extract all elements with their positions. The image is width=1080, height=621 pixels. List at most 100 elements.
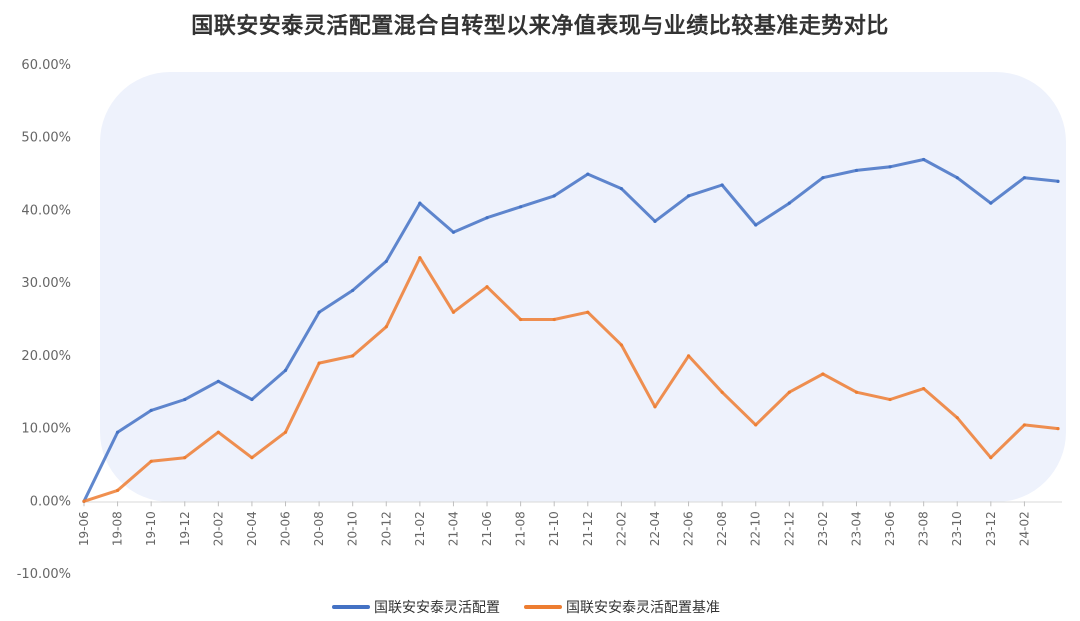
series-1-point (653, 405, 657, 409)
series-0-point (955, 176, 959, 180)
series-0-point (922, 157, 926, 162)
x-tick-label: 19-08 (111, 511, 125, 546)
series-1-point (519, 317, 523, 322)
series-0-point (418, 201, 422, 205)
series-0-point (1022, 176, 1027, 180)
series-1-point (283, 430, 288, 434)
series-0-point (754, 223, 758, 227)
y-tick-label: 40.00% (21, 203, 71, 218)
x-tick-label: 23-06 (883, 511, 897, 546)
series-0-point (183, 397, 187, 402)
x-tick-label: 20-12 (379, 511, 393, 546)
series-0-point (250, 397, 254, 402)
legend-label-1: 国联安安泰灵活配置基准 (566, 599, 720, 616)
series-1-point (351, 354, 355, 358)
y-tick-label: 20.00% (21, 349, 71, 364)
series-1-point (1022, 423, 1027, 427)
x-tick-label: 20-04 (245, 511, 259, 546)
series-0-point (485, 216, 489, 220)
series-1-point (82, 499, 86, 503)
plot-background (100, 72, 1066, 502)
y-axis: 60.00% 50.00% 40.00% 30.00% 20.00% 10.00% 0.00… (17, 58, 71, 582)
series-group (82, 157, 1060, 503)
y-tick-label: 10.00% (21, 422, 71, 437)
x-tick-label: 21-08 (514, 511, 528, 546)
series-1-point (989, 456, 993, 460)
series-0-point (451, 230, 456, 234)
x-tick-label: 20-10 (346, 511, 360, 546)
series-1-point (149, 459, 153, 463)
x-axis: 19-06 19-08 19-10 19-12 20-02 20-04 20-06 20-08… (77, 501, 1031, 546)
x-tick-label: 21-10 (547, 511, 561, 546)
x-tick-label: 24-02 (1017, 511, 1031, 546)
series-0-point (653, 219, 657, 223)
series-0-point (821, 176, 825, 180)
series-1-point (250, 456, 254, 460)
series-0-point (552, 194, 556, 198)
series-0-point (1056, 179, 1060, 183)
x-tick-label: 19-12 (178, 511, 192, 546)
x-tick-label: 22-08 (715, 511, 729, 546)
series-0-point (519, 205, 523, 209)
series-0-point (317, 310, 321, 314)
x-tick-label: 23-02 (816, 511, 830, 546)
series-line-1 (82, 256, 1060, 503)
x-tick-label: 21-04 (446, 511, 460, 546)
x-tick-label: 22-02 (614, 511, 628, 546)
x-tick-label: 23-08 (917, 511, 931, 546)
series-1-point (317, 361, 321, 365)
x-tick-label: 20-08 (312, 511, 326, 546)
series-1-point (854, 390, 859, 394)
series-1-point (922, 386, 926, 391)
series-1-point (552, 317, 556, 322)
series-0-point (115, 430, 120, 434)
series-1-point (686, 354, 691, 358)
series-line-0 (82, 158, 1060, 503)
series-0-point (149, 408, 153, 412)
x-tick-label: 19-06 (77, 511, 91, 546)
series-1-point (787, 390, 791, 394)
series-1-point (418, 256, 422, 260)
series-0-point (619, 187, 623, 191)
series-0-point (888, 165, 892, 169)
series-0-point (787, 201, 791, 205)
y-tick-label: -10.00% (17, 567, 71, 582)
series-1-point (1056, 426, 1060, 431)
legend-label-0: 国联安安泰灵活配置 (374, 600, 500, 616)
x-tick-label: 23-12 (984, 511, 998, 546)
series-1-point (619, 343, 623, 347)
y-tick-label: 0.00% (30, 494, 71, 509)
series-1-point (183, 456, 187, 460)
series-1-point (451, 310, 456, 314)
y-tick-label: 50.00% (21, 131, 71, 146)
series-0-point (989, 201, 993, 205)
x-tick-label: 20-02 (211, 511, 225, 546)
x-tick-label: 22-10 (749, 511, 763, 546)
series-0-point (283, 368, 288, 372)
x-tick-label: 22-06 (682, 511, 696, 546)
legend: 国联安安泰灵活配置 国联安安泰灵活配置基准 (332, 599, 720, 616)
x-tick-label: 19-10 (144, 511, 158, 546)
series-0-point (586, 172, 590, 176)
x-tick-label: 23-04 (849, 511, 863, 546)
series-1-point (586, 310, 590, 314)
series-1-point (888, 397, 892, 402)
x-tick-label: 20-06 (279, 511, 293, 546)
series-1-point (216, 430, 220, 434)
series-1-point (821, 372, 825, 376)
y-tick-label: 30.00% (21, 276, 71, 291)
series-1-point (754, 423, 758, 427)
series-0-point (686, 194, 691, 198)
series-1-point (955, 416, 959, 420)
series-0-point (854, 168, 859, 173)
series-1-point (115, 488, 120, 492)
series-1-point (720, 390, 724, 394)
x-tick-label: 22-12 (782, 511, 796, 546)
series-0-point (720, 183, 724, 187)
x-tick-label: 21-02 (413, 511, 427, 546)
chart-title: 国联安安泰灵活配置混合自转型以来净值表现与业绩比较基准走势对比 (191, 14, 889, 39)
series-1-point (384, 325, 388, 329)
x-tick-label: 21-12 (581, 511, 595, 546)
series-0-point (216, 379, 220, 383)
